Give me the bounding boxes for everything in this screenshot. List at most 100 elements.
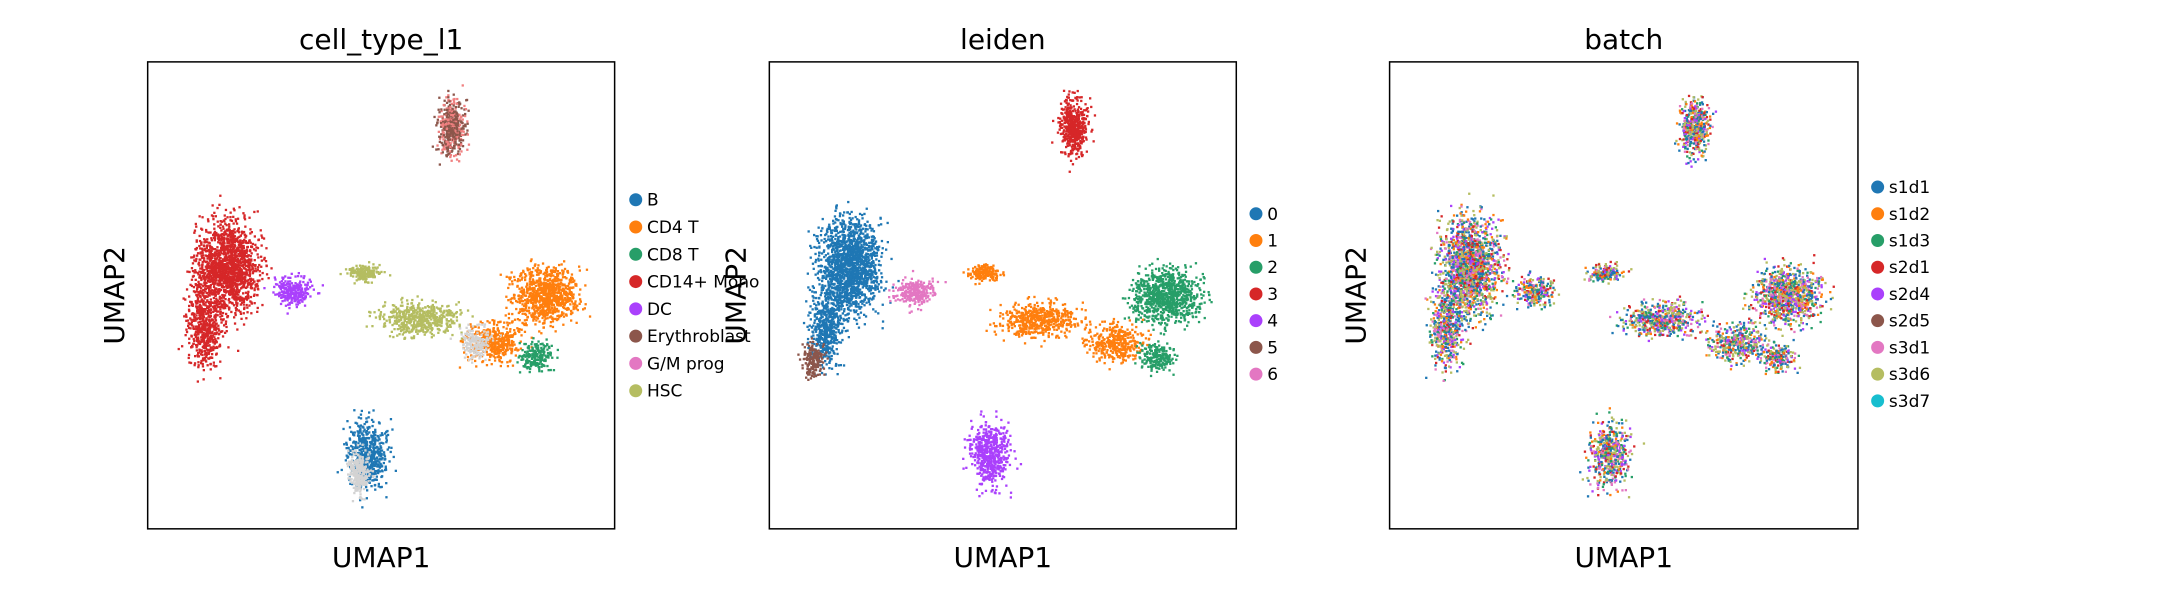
scatter-point [430,324,432,326]
scatter-point [522,313,524,315]
scatter-point [302,281,304,283]
scatter-point [226,242,228,244]
scatter-point [571,277,573,279]
scatter-point [247,291,249,293]
scatter-point [490,348,492,350]
scatter-point [447,330,449,332]
scatter-point [204,284,206,286]
scatter-point [519,308,521,310]
scatter-point [195,328,197,330]
scatter-point [454,122,456,124]
scatter-point [204,357,206,359]
scatter-point [363,266,365,268]
scatter-point [248,269,250,271]
scatter-point [553,304,555,306]
scatter-point [522,358,524,360]
scatter-point [511,313,513,315]
scatter-point [462,139,464,141]
scatter-point [467,356,469,358]
scatter-point [195,223,197,225]
scatter-point [508,283,510,285]
scatter-point [526,298,528,300]
scatter-point [570,312,572,314]
scatter-point [219,361,221,363]
scatter-point [238,231,240,233]
scatter-point [365,279,367,281]
scatter-point [257,210,259,212]
scatter-point [519,275,521,277]
scatter-point [449,106,451,108]
scatter-point [540,282,542,284]
scatter-point [307,288,309,290]
scatter-point [507,365,509,367]
scatter-point [571,295,573,297]
scatter-point [437,332,439,334]
scatter-point [209,363,211,365]
scatter-point [253,287,255,289]
scatter-point [240,313,242,315]
scatter-point [216,207,218,209]
scatter-point [286,292,288,294]
scatter-point [446,305,448,307]
scatter-point [542,262,544,264]
scatter-point [222,335,224,337]
scatter-point [228,228,230,230]
scatter-point [518,294,520,296]
scatter-point [309,279,311,281]
scatter-point [460,107,462,109]
scatter-point [241,277,243,279]
scatter-point [201,331,203,333]
scatter-point [207,263,209,265]
scatter-point [389,335,391,337]
scatter-point [449,138,451,140]
scatter-point [524,351,526,353]
scatter-point [408,318,410,320]
scatter-point [206,323,208,325]
scatter-point [190,362,192,364]
scatter-point [521,296,523,298]
scatter-point [537,345,539,347]
scatter-point [287,299,289,301]
scatter-point [365,281,367,283]
scatter-point [245,297,247,299]
scatter-point [512,365,514,367]
scatter-point [548,304,550,306]
scatter-point [418,330,420,332]
scatter-point [188,309,190,311]
scatter-point [225,209,227,211]
scatter-point [362,274,364,276]
scatter-point [234,322,236,324]
scatter-point [194,269,196,271]
scatter-point [207,273,209,275]
scatter-point [546,344,548,346]
scatter-point [457,150,459,152]
scatter-point [528,360,530,362]
scatter-point [537,340,539,342]
scatter-point [188,305,190,307]
scatter-point [417,307,419,309]
scatter-point [539,299,541,301]
scatter-point [447,96,449,98]
scatter-point [191,279,193,281]
scatter-point [497,338,499,340]
scatter-point [502,347,504,349]
scatter-point [247,246,249,248]
scatter-point [368,261,370,263]
scatter-point [556,357,558,359]
scatter-point [555,288,557,290]
scatter-point [533,318,535,320]
scatter-point [207,316,209,318]
scatter-point [214,251,216,253]
scatter-point [185,320,187,322]
scatter-point [549,273,551,275]
scatter-point [298,299,300,301]
scatter-point [393,305,395,307]
scatter-point [197,263,199,265]
scatter-point [416,313,418,315]
scatter-point [219,195,221,197]
scatter-point [195,226,197,228]
scatter-point [562,301,564,303]
scatter-point [261,260,263,262]
scatter-point [550,325,552,327]
scatter-point [233,208,235,210]
